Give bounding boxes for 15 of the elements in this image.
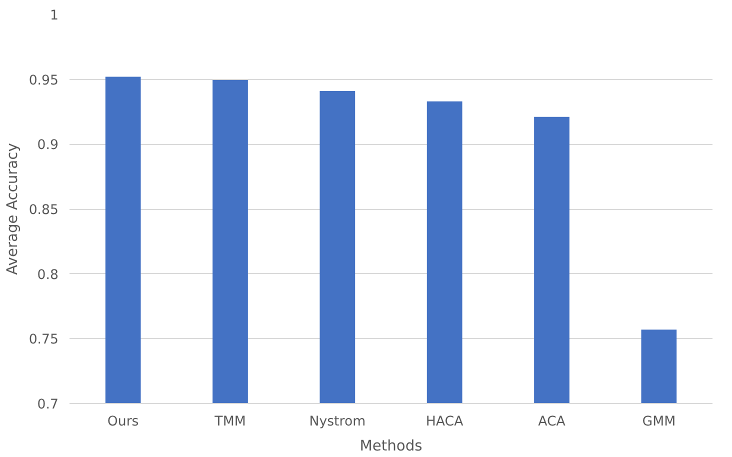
x-tick-label: ACA [538, 414, 566, 430]
x-tick-label: GMM [642, 414, 676, 430]
y-tick-label: 0.75 [28, 332, 59, 348]
y-tick-label: 0.85 [28, 203, 59, 218]
x-axis-title: Methods [360, 438, 422, 454]
y-tick-label: 0.8 [37, 268, 59, 283]
x-tick-label: Ours [107, 414, 139, 430]
y-axis-title: Average Accuracy [4, 142, 21, 275]
y-tick-label: 0.7 [37, 398, 59, 412]
y-tick-label: 1 [50, 8, 59, 24]
x-tick-label: HACA [426, 414, 464, 430]
y-tick-label: 0.95 [28, 73, 59, 88]
y-tick-label: 0.9 [37, 138, 59, 154]
x-tick-label: TMM [214, 414, 246, 430]
x-tick-label: Nystrom [309, 414, 366, 430]
